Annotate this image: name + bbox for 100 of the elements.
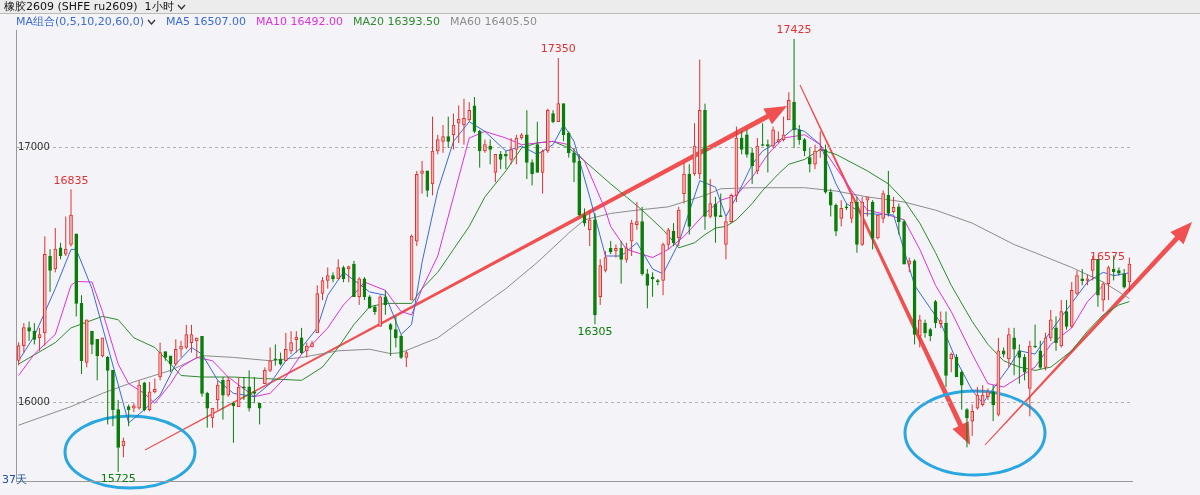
candlestick — [331, 271, 335, 283]
candlestick — [902, 219, 906, 265]
candlestick — [27, 320, 31, 342]
candlestick — [1028, 340, 1032, 417]
annotation: 16575 — [1090, 250, 1125, 263]
candlestick — [635, 201, 639, 231]
candlestick — [378, 294, 382, 327]
candlestick — [268, 346, 272, 373]
text: MA20 16393.50 — [353, 15, 441, 29]
candlestick — [22, 322, 26, 354]
candlestick — [441, 124, 445, 154]
candlestick — [959, 369, 964, 411]
candlestick — [949, 352, 954, 373]
candlestick — [745, 129, 749, 159]
candlestick — [703, 103, 707, 231]
candlestick — [525, 109, 529, 180]
annotation: 16305 — [577, 324, 613, 338]
candlestick — [373, 304, 377, 316]
text: MA5 16507.00 — [166, 15, 247, 29]
candlestick — [263, 366, 267, 385]
candlestick — [179, 340, 183, 358]
candlestick — [1096, 258, 1100, 308]
candlestick — [1033, 324, 1037, 349]
candlestick — [252, 376, 257, 404]
candlestick — [158, 342, 162, 381]
candlestick — [284, 332, 288, 362]
candlestick — [797, 124, 802, 146]
candlestick — [807, 147, 812, 173]
candlestick — [352, 260, 356, 298]
candlestick — [504, 150, 508, 170]
candlestick — [116, 399, 120, 473]
candlestick — [105, 355, 110, 425]
candlestick — [236, 376, 241, 408]
candlestick — [818, 130, 823, 159]
candlestick — [786, 91, 791, 121]
candlestick — [1012, 327, 1016, 376]
candlestick — [729, 193, 734, 224]
candlestick — [467, 101, 472, 123]
candlestick — [95, 338, 100, 381]
candlestick — [587, 209, 592, 247]
candlestick — [944, 311, 948, 388]
annotation: 17350 — [540, 42, 576, 56]
candlestick — [965, 407, 969, 448]
candlestick — [357, 276, 362, 306]
candlestick — [462, 98, 466, 146]
candlestick — [991, 384, 995, 422]
candlestick — [242, 376, 246, 401]
candlestick — [184, 324, 189, 350]
candlestick — [477, 129, 482, 169]
candlestick — [923, 319, 927, 339]
text: MA10 16492.00 — [256, 15, 344, 29]
chart-title: 橡胶2609 (SHFE ru2609) 1小时 — [4, 0, 174, 13]
candlestick — [1007, 327, 1011, 368]
candlestick — [215, 379, 220, 411]
candlestick — [1101, 281, 1106, 313]
candlestick — [399, 333, 403, 360]
candlestick — [556, 57, 561, 123]
candlestick — [90, 330, 94, 355]
candlestick — [986, 388, 990, 401]
candlestick — [708, 178, 713, 219]
candlestick — [205, 391, 210, 429]
candlestick — [42, 235, 47, 347]
candlestick — [750, 147, 754, 185]
candlestick — [970, 404, 975, 437]
annotation: 37天 — [2, 472, 27, 487]
candlestick — [849, 193, 854, 224]
y-tick-label: 16000 — [18, 395, 50, 407]
candlestick — [917, 314, 922, 348]
candlestick — [247, 369, 251, 412]
candlestick — [420, 160, 424, 195]
candlestick — [881, 190, 885, 224]
candlestick — [828, 188, 833, 218]
candlestick — [435, 134, 440, 155]
candlestick — [488, 139, 492, 165]
candlestick — [614, 244, 618, 259]
candlestick — [137, 379, 141, 411]
candlestick — [619, 240, 623, 285]
candlestick — [456, 104, 461, 144]
candlestick — [414, 170, 419, 247]
candlestick — [173, 338, 178, 367]
candlestick — [980, 384, 985, 408]
candlestick — [1048, 309, 1053, 342]
candlestick — [530, 158, 534, 186]
chart-subtitle: MA组合(0,5,10,20,60,0) — [16, 15, 145, 29]
candlestick — [336, 258, 341, 280]
candlestick — [310, 340, 314, 348]
y-tick-label: 17000 — [18, 140, 50, 152]
candlestick — [425, 170, 430, 198]
candlestick — [1054, 315, 1058, 352]
candlestick — [200, 335, 204, 398]
annotation: 16835 — [53, 173, 89, 187]
candlestick — [551, 109, 555, 124]
candlestick — [860, 196, 864, 247]
candlestick — [294, 330, 299, 354]
candlestick — [566, 130, 571, 159]
candlestick — [226, 376, 231, 398]
candlestick — [834, 203, 838, 237]
candlestick — [1122, 268, 1126, 290]
candlestick — [111, 369, 115, 427]
candlestick — [876, 214, 880, 240]
